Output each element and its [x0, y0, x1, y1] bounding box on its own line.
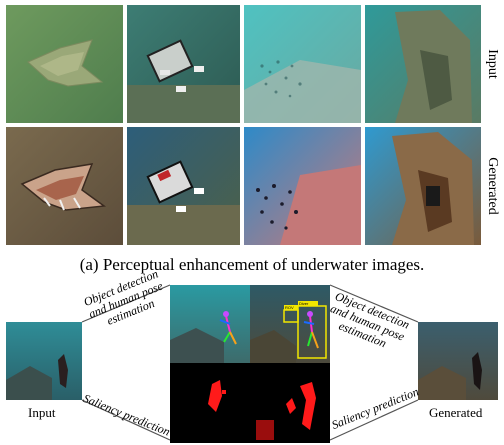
input-image-4: [365, 5, 481, 123]
row-label-generated: Generated: [485, 157, 500, 215]
pipeline-generated-image: [418, 322, 498, 400]
generated-image-1: [6, 127, 123, 245]
row-label-input: Input: [485, 49, 500, 79]
diver-label: Diver: [299, 301, 309, 306]
generated-image-2: [127, 127, 240, 245]
connector-lines: [81, 284, 419, 441]
generated-image-4: [365, 127, 481, 245]
task-diagram: [6, 284, 498, 443]
saliency-map-input: [170, 363, 250, 443]
pose-detection-image-input: [170, 285, 250, 363]
generated-image-3: [244, 127, 361, 245]
caption-panel-a: (a) Perceptual enhancement of underwater…: [79, 255, 425, 274]
enhancement-grid: [6, 5, 481, 245]
pipeline-input-image: [6, 322, 82, 400]
input-image-1: [6, 5, 123, 123]
saliency-map-generated: [250, 363, 330, 443]
rov-label: ROV: [285, 305, 294, 310]
pipeline-input-label: Input: [28, 405, 56, 420]
pipeline-generated-label: Generated: [429, 405, 483, 420]
input-image-2: [127, 5, 240, 123]
pose-detection-image-generated: [250, 285, 330, 363]
input-image-3: [244, 5, 361, 123]
